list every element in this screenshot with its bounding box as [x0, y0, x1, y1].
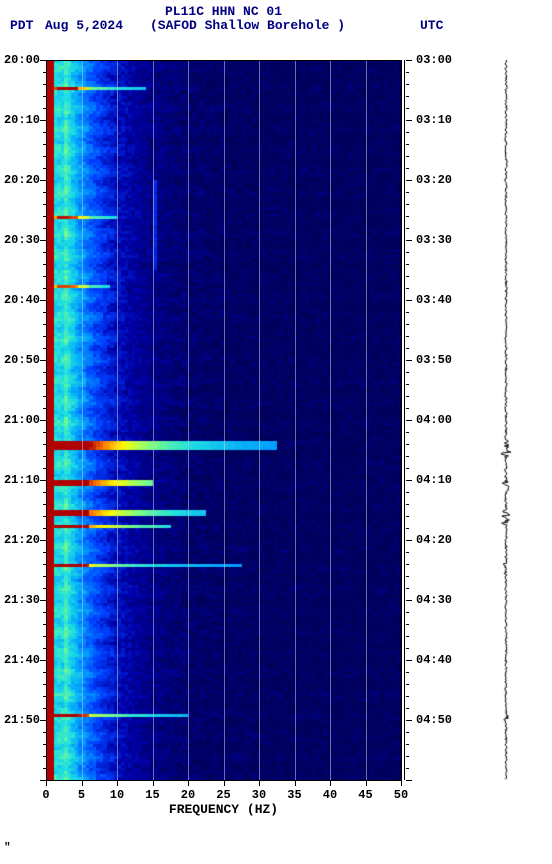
- y-tick-label: 03:10: [416, 113, 452, 127]
- tz-right: UTC: [420, 18, 443, 33]
- y-tick-label: 04:50: [416, 713, 452, 727]
- y-tick-label: 20:10: [4, 113, 40, 127]
- y-axis-left: 20:0020:1020:2020:3020:4020:5021:0021:10…: [0, 60, 46, 780]
- x-tick-label: 45: [358, 788, 372, 802]
- y-tick-label: 20:20: [4, 173, 40, 187]
- axis-top-border: [46, 60, 402, 61]
- y-tick-label: 21:30: [4, 593, 40, 607]
- x-tick-label: 5: [78, 788, 85, 802]
- y-tick-label: 21:00: [4, 413, 40, 427]
- y-tick-label: 04:00: [416, 413, 452, 427]
- y-tick-label: 20:00: [4, 53, 40, 67]
- y-tick-label: 20:50: [4, 353, 40, 367]
- x-tick-label: 0: [42, 788, 49, 802]
- spectrogram-plot: [46, 60, 401, 780]
- x-tick-label: 20: [181, 788, 195, 802]
- station-name: (SAFOD Shallow Borehole ): [150, 18, 345, 33]
- station-code: PL11C HHN NC 01: [165, 4, 282, 19]
- x-tick-label: 25: [216, 788, 230, 802]
- date: Aug 5,2024: [45, 18, 123, 33]
- y-tick-label: 03:00: [416, 53, 452, 67]
- y-tick-label: 04:10: [416, 473, 452, 487]
- x-tick-label: 15: [145, 788, 159, 802]
- y-tick-label: 21:10: [4, 473, 40, 487]
- x-tick-label: 10: [110, 788, 124, 802]
- y-tick-label: 21:50: [4, 713, 40, 727]
- x-tick-label: 30: [252, 788, 266, 802]
- y-tick-label: 21:20: [4, 533, 40, 547]
- tz-left: PDT: [10, 18, 33, 33]
- y-tick-label: 20:30: [4, 233, 40, 247]
- x-axis-label: FREQUENCY (HZ): [46, 802, 401, 817]
- y-tick-label: 03:30: [416, 233, 452, 247]
- y-tick-label: 03:40: [416, 293, 452, 307]
- axis-right-border: [401, 60, 402, 780]
- x-tick-label: 40: [323, 788, 337, 802]
- y-tick-label: 21:40: [4, 653, 40, 667]
- x-tick-label: 35: [287, 788, 301, 802]
- x-tick-label: 50: [394, 788, 408, 802]
- y-tick-label: 03:50: [416, 353, 452, 367]
- y-tick-label: 04:30: [416, 593, 452, 607]
- axis-left-border: [46, 60, 47, 780]
- y-tick-label: 20:40: [4, 293, 40, 307]
- y-tick-label: 04:40: [416, 653, 452, 667]
- y-tick-label: 03:20: [416, 173, 452, 187]
- seismic-trace: [500, 60, 512, 780]
- trace-canvas: [500, 60, 512, 780]
- y-axis-right: 03:0003:1003:2003:3003:4003:5004:0004:10…: [404, 60, 464, 780]
- y-tick-label: 04:20: [416, 533, 452, 547]
- corner-mark: ": [4, 842, 11, 854]
